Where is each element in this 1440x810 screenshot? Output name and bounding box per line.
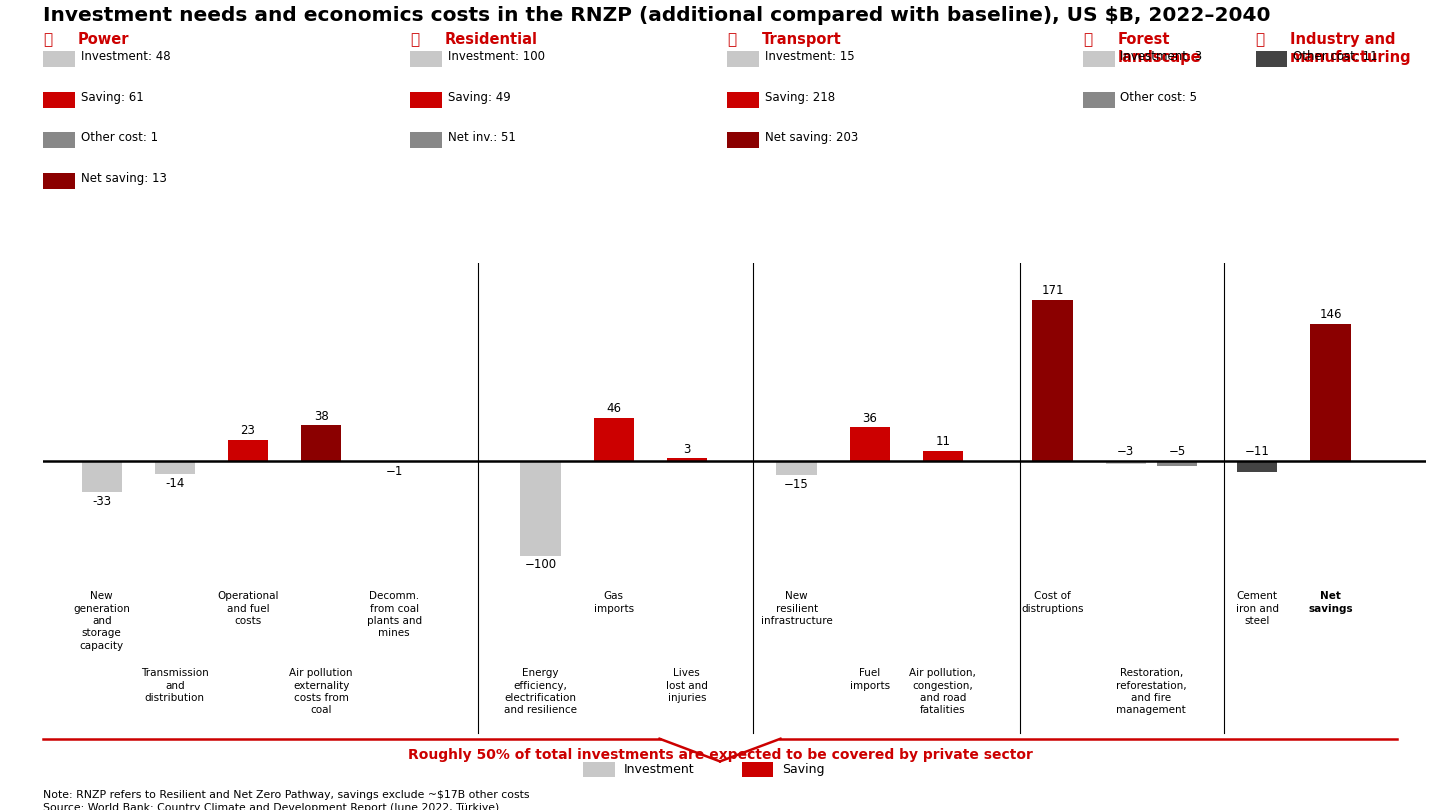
Bar: [1237, 461, 1277, 471]
Text: Energy
efficiency,
electrification
and resilience: Energy efficiency, electrification and r…: [504, 668, 577, 715]
Text: Other cost: 5: Other cost: 5: [1120, 91, 1197, 104]
Text: Restoration,
reforestation,
and fire
management: Restoration, reforestation, and fire man…: [1116, 668, 1187, 715]
Text: 38: 38: [314, 410, 328, 423]
Text: Decomm.
from coal
plants and
mines: Decomm. from coal plants and mines: [367, 591, 422, 638]
Text: New
resilient
infrastructure: New resilient infrastructure: [760, 591, 832, 626]
Text: Investment: 48: Investment: 48: [81, 50, 170, 63]
Text: Saving: Saving: [782, 763, 825, 776]
Text: −5: −5: [1168, 446, 1185, 458]
Bar: [850, 428, 890, 461]
Bar: [520, 461, 560, 556]
Bar: [1156, 461, 1197, 466]
Bar: [374, 461, 415, 463]
Text: Industry and
manufacturing: Industry and manufacturing: [1290, 32, 1411, 65]
Text: 11: 11: [936, 435, 950, 448]
Text: −11: −11: [1246, 446, 1270, 458]
Bar: [1106, 461, 1146, 464]
Bar: [593, 418, 634, 461]
Text: Investment: 100: Investment: 100: [448, 50, 544, 63]
Text: 46: 46: [606, 402, 621, 415]
Bar: [1032, 300, 1073, 461]
Text: Residential: Residential: [445, 32, 539, 48]
Text: Ⓒ: Ⓒ: [727, 32, 736, 48]
Text: Cement
iron and
steel: Cement iron and steel: [1236, 591, 1279, 626]
Text: New
generation
and
storage
capacity: New generation and storage capacity: [73, 591, 130, 651]
Text: Saving: 61: Saving: 61: [81, 91, 144, 104]
Text: −100: −100: [524, 558, 557, 571]
Bar: [301, 425, 341, 461]
Text: Air pollution,
congestion,
and road
fatalities: Air pollution, congestion, and road fata…: [910, 668, 976, 715]
Text: Saving: 218: Saving: 218: [765, 91, 835, 104]
Text: Forest
landscape: Forest landscape: [1117, 32, 1201, 65]
Text: Power: Power: [78, 32, 130, 48]
Text: -33: -33: [92, 495, 111, 508]
Text: Fuel
imports: Fuel imports: [850, 668, 890, 691]
Text: 23: 23: [240, 424, 255, 437]
Text: 146: 146: [1319, 308, 1342, 321]
Bar: [228, 440, 268, 461]
Bar: [667, 458, 707, 461]
Text: Operational
and fuel
costs: Operational and fuel costs: [217, 591, 279, 626]
Text: Ⓓ: Ⓓ: [1083, 32, 1092, 48]
Text: Saving: 49: Saving: 49: [448, 91, 511, 104]
Text: Investment: 15: Investment: 15: [765, 50, 854, 63]
Text: Ⓐ: Ⓐ: [43, 32, 52, 48]
Text: Investment needs and economics costs in the RNZP (additional compared with basel: Investment needs and economics costs in …: [43, 6, 1270, 24]
Text: Transport: Transport: [762, 32, 841, 48]
Text: Net
savings: Net savings: [1308, 591, 1352, 614]
Text: Investment: 3: Investment: 3: [1120, 50, 1202, 63]
Text: Lives
lost and
injuries: Lives lost and injuries: [665, 668, 708, 703]
Bar: [776, 461, 816, 475]
Text: Roughly 50% of total investments are expected to be covered by private sector: Roughly 50% of total investments are exp…: [408, 748, 1032, 762]
Text: Investment: Investment: [624, 763, 694, 776]
Text: 36: 36: [863, 411, 877, 424]
Text: Other cost: 1: Other cost: 1: [81, 131, 158, 144]
Text: Cost of
distruptions: Cost of distruptions: [1021, 591, 1084, 614]
Text: −3: −3: [1117, 446, 1135, 458]
Bar: [82, 461, 122, 492]
Bar: [154, 461, 194, 475]
Text: 171: 171: [1041, 284, 1064, 297]
Text: -14: -14: [166, 477, 184, 490]
Text: Ⓑ: Ⓑ: [410, 32, 419, 48]
Bar: [1310, 324, 1351, 461]
Bar: [923, 451, 963, 461]
Text: Gas
imports: Gas imports: [593, 591, 634, 614]
Text: Net inv.: 51: Net inv.: 51: [448, 131, 516, 144]
Text: Transmission
and
distribution: Transmission and distribution: [141, 668, 209, 703]
Text: Other cost: 11: Other cost: 11: [1293, 50, 1378, 63]
Text: 3: 3: [683, 442, 691, 455]
Text: Net saving: 203: Net saving: 203: [765, 131, 858, 144]
Text: Air pollution
externality
costs from
coal: Air pollution externality costs from coa…: [289, 668, 353, 715]
Text: −1: −1: [386, 465, 403, 478]
Text: Ⓔ: Ⓔ: [1256, 32, 1264, 48]
Text: Note: RNZP refers to Resilient and Net Zero Pathway, savings exclude ~$17B other: Note: RNZP refers to Resilient and Net Z…: [43, 790, 530, 810]
Text: Net saving: 13: Net saving: 13: [81, 172, 167, 185]
Text: −15: −15: [785, 478, 809, 491]
